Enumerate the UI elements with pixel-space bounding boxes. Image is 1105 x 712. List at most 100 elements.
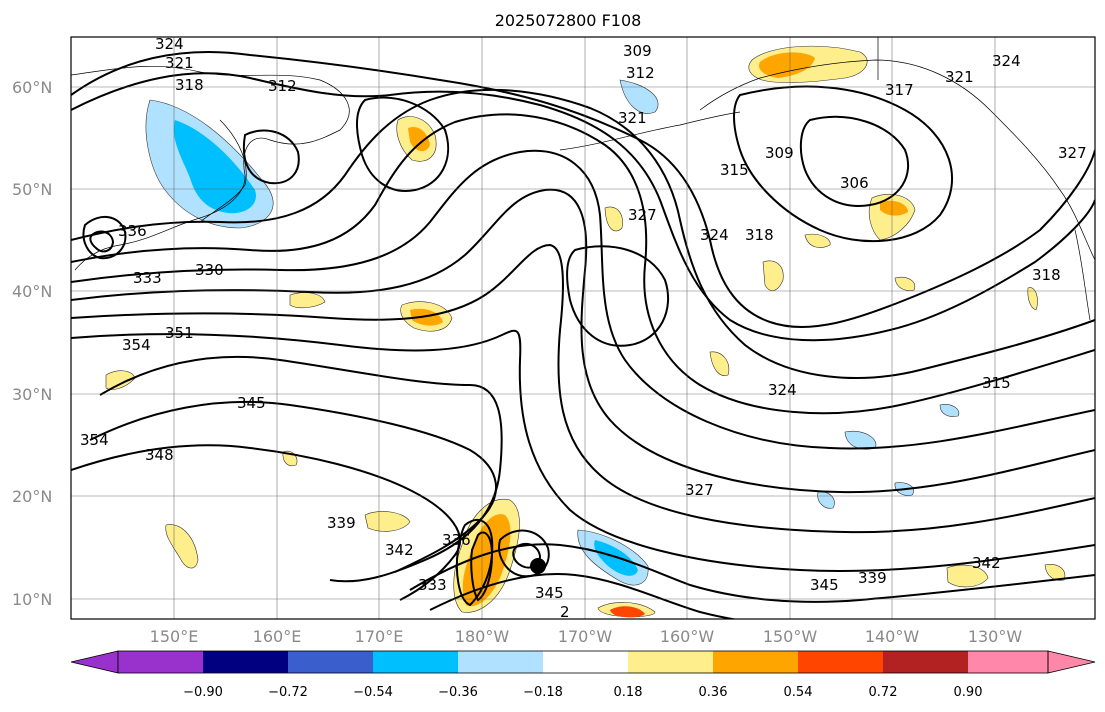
contour-line: [242, 129, 300, 185]
lon-label: 150°E: [150, 627, 199, 646]
contour-label: 342: [385, 541, 414, 559]
yellow-shade-east-6: [1044, 564, 1066, 581]
map-panel: 324 321 318 312 309 312 321 315 309 306 …: [70, 35, 1096, 621]
contour-label: 351: [165, 324, 194, 342]
orange-shade-alaska: [759, 52, 815, 78]
contour-layer: [71, 50, 1095, 619]
orange-shade-midpac: [410, 308, 443, 326]
map-title: 2025072800 F108: [495, 11, 642, 30]
orange-shade-gulf: [880, 200, 908, 216]
contour-label: 333: [418, 576, 447, 594]
contour-label: 321: [618, 109, 647, 127]
contour-label: 330: [195, 261, 224, 279]
map-frame: [70, 36, 1096, 620]
lat-label: 60°N: [12, 78, 52, 97]
lat-axis: 10°N 20°N 30°N 40°N 50°N 60°N: [12, 78, 52, 609]
contour-label: 327: [628, 206, 657, 224]
contour-label: 312: [626, 64, 655, 82]
colorbar-segment: [118, 651, 203, 673]
colorbar-tick-label: 0.18: [614, 685, 643, 700]
coastline-bc: [1074, 229, 1091, 321]
contour-label: 315: [720, 161, 749, 179]
lon-label: 150°W: [763, 627, 818, 646]
contour-label: 339: [327, 514, 356, 532]
colorbar-segment: [543, 651, 628, 673]
yellow-shade-east-5: [804, 233, 831, 248]
colorbar-tick-label: 0.36: [699, 685, 728, 700]
cyan-shade-kamchatka: [173, 120, 256, 214]
contour-label: 336: [118, 222, 147, 240]
contour-label: 336: [442, 531, 471, 549]
contour-line: [71, 444, 461, 601]
yellow-shade-east-4: [604, 206, 623, 232]
colorbar-tick-label: 0.54: [784, 685, 813, 700]
contour-label: 309: [623, 42, 652, 60]
yellow-shade-east-3: [709, 351, 730, 376]
lon-label: 170°E: [355, 627, 404, 646]
contour-label: 327: [685, 481, 714, 499]
contour-line: [99, 355, 503, 583]
colorbar-tick-label: −0.72: [268, 685, 308, 700]
contour-line: [89, 230, 115, 253]
colorbar-tick-label: 0.90: [954, 685, 983, 700]
contour-line: [429, 573, 739, 619]
colorbar-segment: [883, 651, 968, 673]
contour-label: 306: [840, 174, 869, 192]
colorbar-segment: [713, 651, 798, 673]
colorbar-tick-label: −0.18: [523, 685, 563, 700]
colorbar-left-extend: [70, 650, 119, 674]
contour-label: 312: [268, 77, 297, 95]
gridlines: [71, 37, 1095, 619]
yellow-shade-east-8: [1027, 287, 1038, 311]
contour-label: 2: [560, 603, 570, 621]
contour-label: 321: [165, 54, 194, 72]
contour-line: [455, 519, 494, 607]
colorbar-segment: [458, 651, 543, 673]
contour-label: 315: [982, 374, 1011, 392]
contour-line: [566, 245, 670, 347]
contour-label: 345: [237, 394, 266, 412]
orange-shade-bering: [408, 126, 430, 152]
colorbar-tick-label: −0.36: [438, 685, 478, 700]
contour-label: 318: [745, 226, 774, 244]
yellow-shade-east-7: [894, 277, 916, 291]
contour-line: [71, 188, 1095, 494]
lon-label: 160°W: [660, 627, 715, 646]
contour-label: 321: [945, 68, 974, 86]
colorbar-tick-label: 0.72: [869, 685, 898, 700]
colorbar-right-extend: [1047, 650, 1096, 674]
colorbar: −0.90 −0.72 −0.54 −0.36 −0.18 0.18 0.36 …: [70, 650, 1096, 700]
contour-label: 324: [992, 52, 1021, 70]
lon-axis: 150°E 160°E 170°E 180°W 170°W 160°W 150°…: [150, 627, 1023, 646]
blue-shade-aleutian: [619, 79, 659, 114]
orange-shade-tropical: [462, 514, 511, 607]
contour-line: [71, 113, 1095, 415]
contour-line: [82, 216, 127, 260]
colorbar-segment: [373, 651, 458, 673]
colorbar-segment: [968, 651, 1048, 673]
lon-label: 130°W: [968, 627, 1023, 646]
colorbar-segment: [203, 651, 288, 673]
contour-line: [799, 115, 910, 207]
yellow-shade-east-2: [946, 564, 989, 588]
blue-shade-east-2: [939, 404, 960, 417]
contour-labels: 324 321 318 312 309 312 321 315 309 306 …: [80, 35, 1087, 621]
contour-label: 345: [810, 576, 839, 594]
colorbar-tick-label: −0.54: [353, 685, 393, 700]
contour-line: [733, 85, 954, 243]
contour-label: 354: [122, 336, 151, 354]
contour-label: 317: [885, 81, 914, 99]
contour-label: 324: [768, 381, 797, 399]
contour-label: 324: [700, 226, 729, 244]
contour-label: 324: [155, 35, 184, 53]
red-shade-south: [610, 606, 645, 618]
coastline-aleutians: [559, 111, 741, 151]
lon-label: 170°W: [558, 627, 613, 646]
contour-label: 345: [535, 584, 564, 602]
lat-label: 10°N: [12, 590, 52, 609]
contour-line: [71, 243, 1095, 534]
lon-label: 140°W: [865, 627, 920, 646]
yellow-shade-sw-1: [364, 511, 411, 532]
contour-line: [71, 329, 1095, 572]
